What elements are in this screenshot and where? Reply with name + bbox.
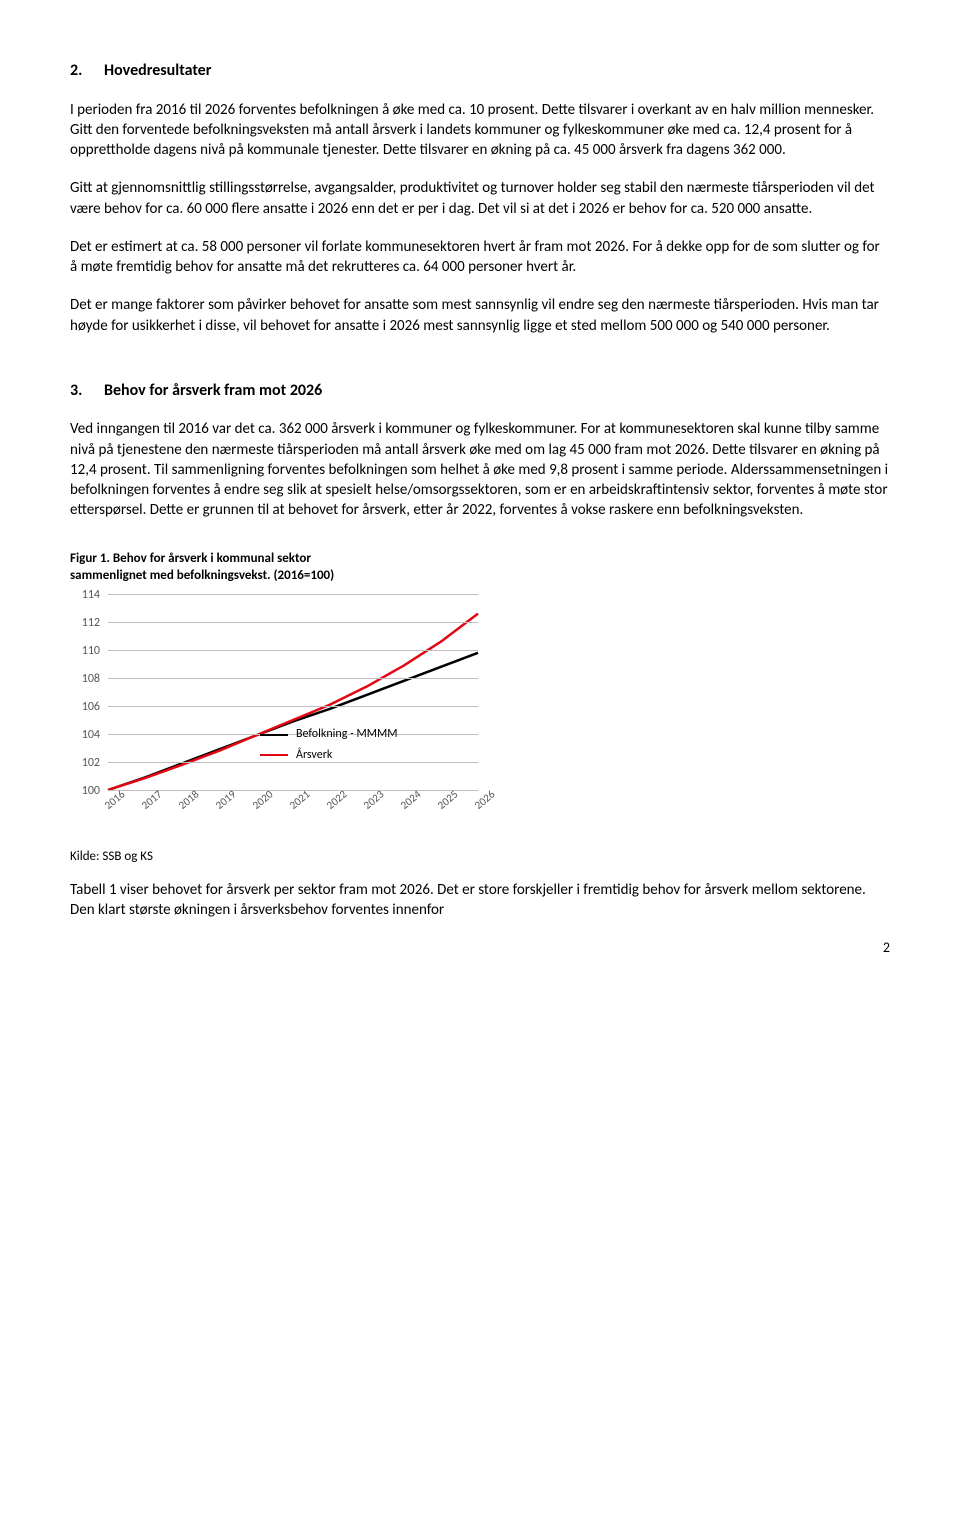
x-axis: 2016201720182019202020212022202320242025…: [108, 794, 478, 814]
chart-title: Figur 1. Behov for årsverk i kommunal se…: [70, 551, 520, 585]
x-tick-label: 2026: [472, 777, 512, 814]
y-tick-label: 100: [70, 783, 100, 799]
legend-swatch: [260, 734, 288, 736]
y-tick-label: 112: [70, 615, 100, 631]
legend-label: Årsverk: [296, 747, 332, 763]
body-paragraph: Det er estimert at ca. 58 000 personer v…: [70, 237, 890, 278]
y-tick-label: 114: [70, 587, 100, 603]
page-number: 2: [70, 939, 890, 958]
body-paragraph: Gitt at gjennomsnittlig stillingsstørrel…: [70, 178, 890, 219]
section-3-number: 3.: [70, 380, 82, 402]
body-paragraph: Det er mange faktorer som påvirker behov…: [70, 295, 890, 336]
gridline: [108, 678, 478, 679]
y-tick-label: 110: [70, 643, 100, 659]
gridline: [108, 706, 478, 707]
figure-1: Figur 1. Behov for årsverk i kommunal se…: [70, 551, 520, 866]
y-tick-label: 102: [70, 755, 100, 771]
y-tick-label: 106: [70, 699, 100, 715]
section-2-heading: 2. Hovedresultater: [70, 60, 890, 82]
chart-legend: Befolkning - MMMM Årsverk: [260, 726, 398, 766]
section-3-title: Behov for årsverk fram mot 2026: [104, 381, 322, 400]
body-paragraph: I perioden fra 2016 til 2026 forventes b…: [70, 100, 890, 161]
section-3-heading: 3. Behov for årsverk fram mot 2026: [70, 380, 890, 402]
legend-item-aarsverk: Årsverk: [260, 747, 398, 763]
section-2-title: Hovedresultater: [104, 61, 211, 80]
legend-item-befolkning: Befolkning - MMMM: [260, 726, 398, 742]
chart-source: Kilde: SSB og KS: [70, 848, 520, 866]
gridline: [108, 650, 478, 651]
gridline: [108, 594, 478, 595]
gridline: [108, 622, 478, 623]
body-paragraph: Ved inngangen til 2016 var det ca. 362 0…: [70, 419, 890, 520]
series-line: [108, 653, 478, 790]
body-paragraph: Tabell 1 viser behovet for årsverk per s…: [70, 880, 890, 921]
y-tick-label: 108: [70, 671, 100, 687]
y-tick-label: 104: [70, 727, 100, 743]
legend-label: Befolkning - MMMM: [296, 726, 398, 742]
legend-swatch: [260, 754, 288, 756]
chart-frame: 100 102 104 106 108 110 112 114 201620172018201…: [70, 590, 490, 820]
section-2-number: 2.: [70, 60, 82, 82]
